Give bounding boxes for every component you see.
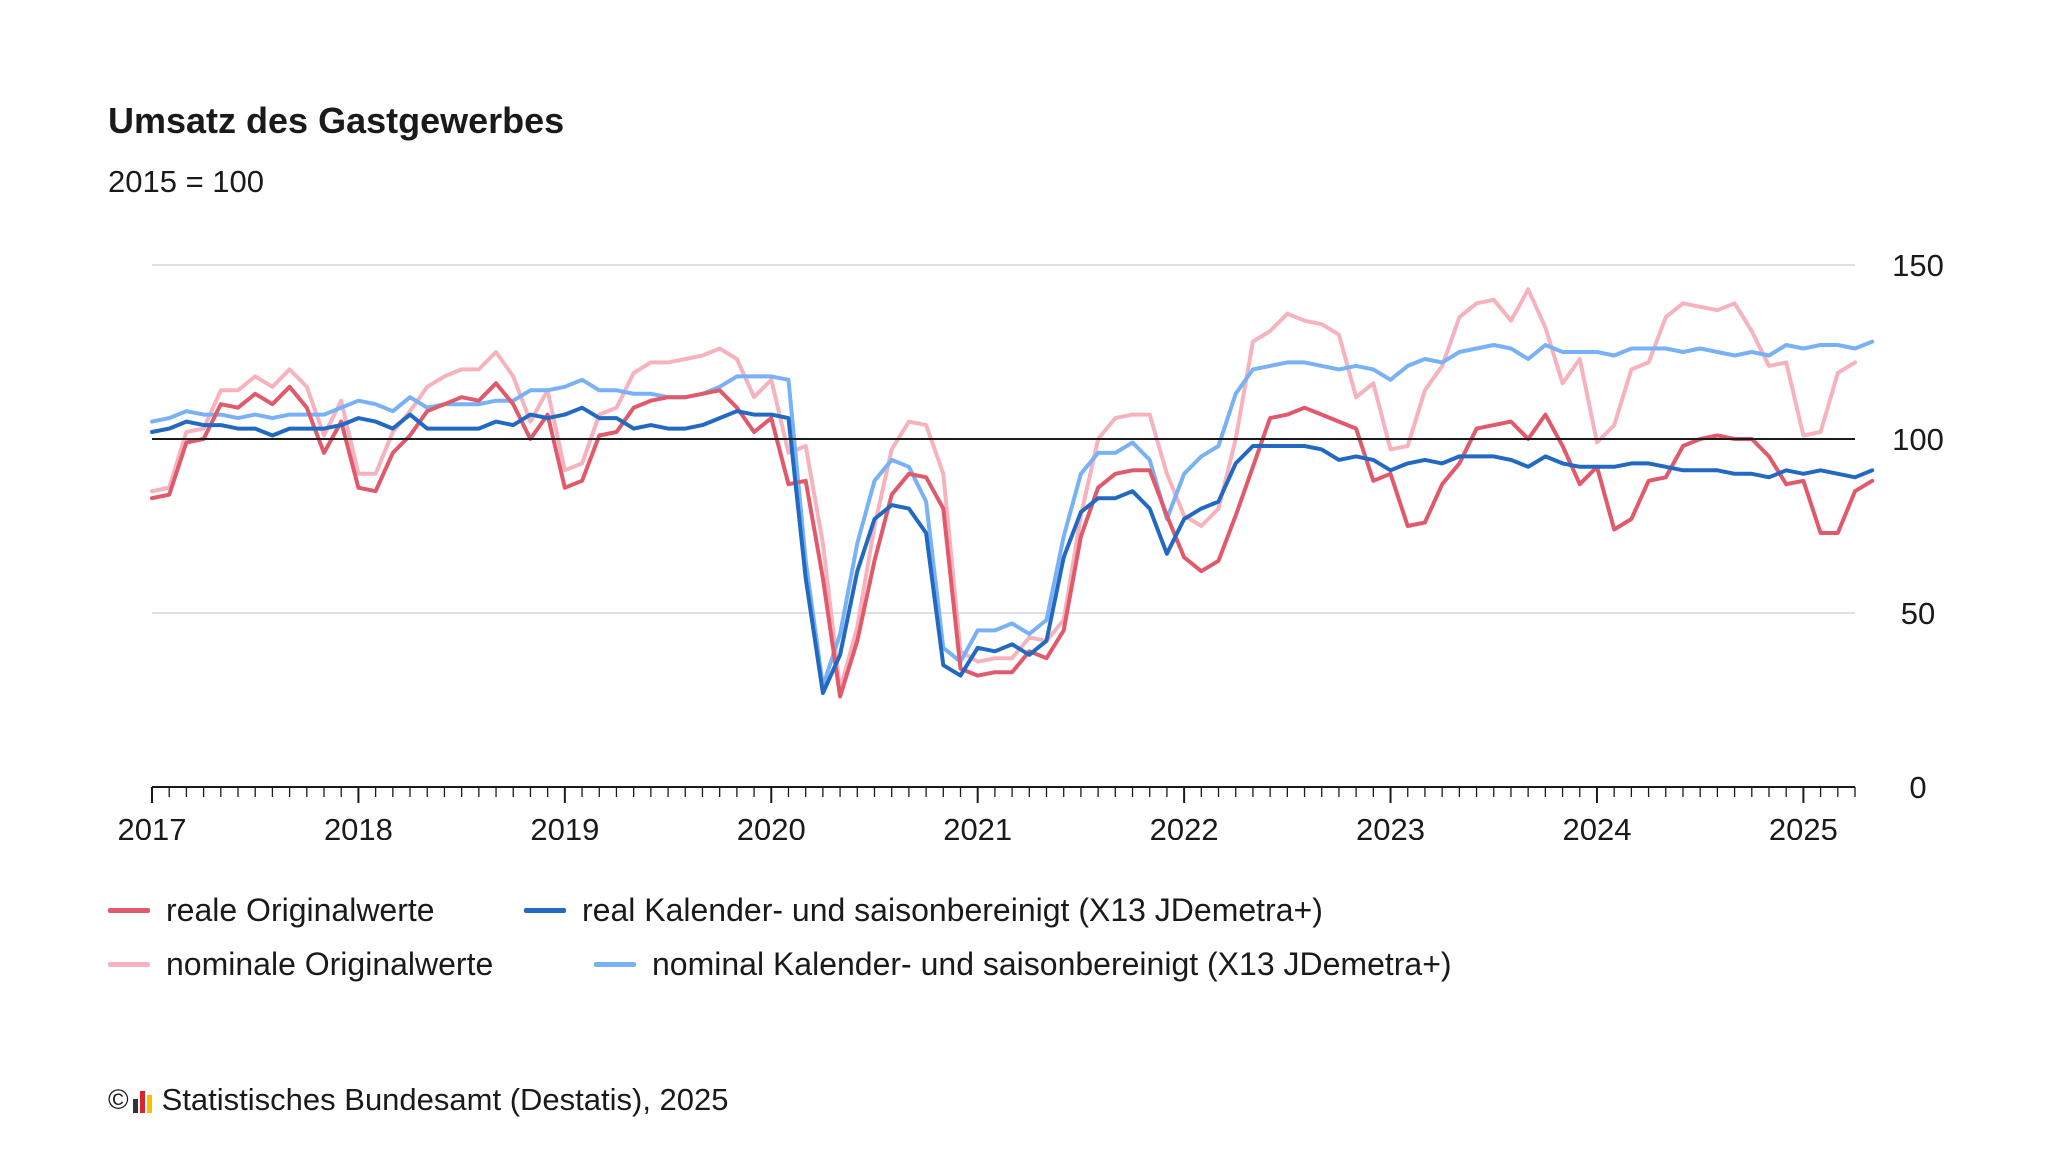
series-line-nominal-kalender-und-saisonbereinigt-x13-jdemetra [150, 339, 1875, 689]
legend-item-nominale-originalwerte: nominale Originalwerte [108, 946, 493, 983]
source-text: Statistisches Bundesamt (Destatis), 2025 [161, 1082, 729, 1117]
y-tick-label: 150 [1892, 248, 1944, 283]
x-tick-label: 2019 [530, 812, 599, 840]
destatis-logo-icon [132, 1087, 152, 1113]
x-tick-label: 2018 [324, 812, 393, 840]
legend-swatch [108, 962, 150, 967]
footer: © Statistisches Bundesamt (Destatis), 20… [108, 1082, 729, 1118]
x-tick-label: 2024 [1562, 812, 1631, 840]
legend-label: nominale Originalwerte [166, 946, 494, 982]
x-tick-label: 2021 [943, 812, 1012, 840]
y-tick-label: 0 [1909, 770, 1926, 805]
legend-item-real-bereinigt: real Kalender- und saisonbereinigt (X13 … [524, 892, 1323, 929]
legend-item-nominal-bereinigt: nominal Kalender- und saisonbereinigt (X… [594, 946, 1452, 983]
x-tick-label: 2025 [1769, 812, 1838, 840]
legend-label: reale Originalwerte [166, 892, 435, 928]
copyright-symbol: © [108, 1084, 129, 1115]
legend-label: nominal Kalender- und saisonbereinigt (X… [652, 946, 1452, 982]
series-line-real-kalender-und-saisonbereinigt-x13-jdemetra [150, 405, 1875, 695]
legend-swatch [524, 908, 566, 913]
series-lines [150, 287, 1875, 699]
series-line-reale-originalwerte [150, 381, 1875, 699]
x-tick-label: 2023 [1356, 812, 1425, 840]
legend-item-reale-originalwerte: reale Originalwerte [108, 892, 435, 929]
x-tick-label: 2020 [737, 812, 806, 840]
x-axis: 2017 2018 2019 2020 2021 2022 2023 2024 2025 [118, 786, 1856, 840]
series-line-nominale-originalwerte [150, 287, 1857, 692]
legend-label: real Kalender- und saisonbereinigt (X13 … [582, 892, 1323, 928]
y-axis-tick-labels: 0 50 100 150 [1892, 248, 1944, 805]
chart-title: Umsatz des Gastgewerbes [108, 100, 565, 141]
x-tick-label: 2017 [118, 812, 187, 840]
grid-lines [152, 264, 1855, 614]
legend-swatch [108, 908, 150, 913]
legend-swatch [594, 962, 636, 967]
chart-subtitle: 2015 = 100 [108, 164, 265, 199]
y-tick-label: 100 [1892, 422, 1944, 457]
y-tick-label: 50 [1901, 596, 1935, 631]
x-tick-label: 2022 [1150, 812, 1219, 840]
